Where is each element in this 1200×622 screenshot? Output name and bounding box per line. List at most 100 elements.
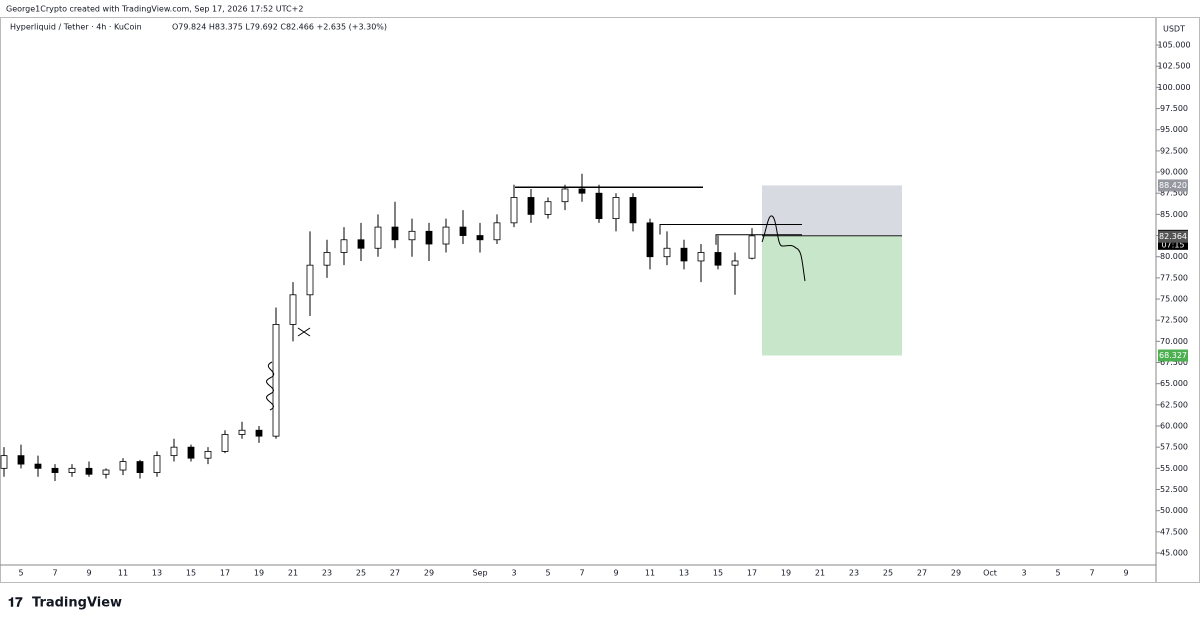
y-tick-label: 55.000 [1160, 464, 1188, 473]
x-tick-label: 5 [545, 569, 550, 578]
x-tick-label: 5 [1055, 569, 1060, 578]
price-label: 82.364 [1159, 232, 1187, 241]
x-tick-label: 7 [579, 569, 584, 578]
ohlc-text: O79.824 H83.375 L79.692 C82.466 +2.635 (… [172, 23, 387, 32]
x-tick-label: Oct [983, 569, 997, 578]
candle-body [306, 264, 314, 296]
y-tick-label: 105.000 [1157, 41, 1190, 50]
y-tick-label: 70.000 [1160, 337, 1188, 346]
candle-body [102, 469, 110, 475]
candle-body [170, 446, 178, 457]
x-tick-label: 9 [1123, 569, 1128, 578]
x-tick-label: 17 [220, 569, 230, 578]
candle-body [731, 260, 739, 266]
candle-body [272, 324, 280, 437]
candle-body [85, 467, 93, 475]
y-tick-label: 52.500 [1160, 485, 1188, 494]
x-tick-label: 21 [288, 569, 298, 578]
candle-body [748, 235, 756, 259]
x-tick-label: 27 [390, 569, 400, 578]
y-tick-label: 77.500 [1160, 273, 1188, 282]
y-tick-label: 65.000 [1160, 379, 1188, 388]
candle-body [323, 252, 331, 266]
candle-body [68, 467, 76, 473]
candle-body [425, 230, 433, 245]
y-tick-label: 92.500 [1160, 146, 1188, 155]
y-tick-label: 85.000 [1160, 210, 1188, 219]
x-tick-label: 13 [679, 569, 689, 578]
y-tick-label: 80.000 [1160, 252, 1188, 261]
level-line [715, 234, 802, 245]
candle-body [17, 455, 25, 465]
candle-body [510, 197, 518, 224]
x-tick-label: Sep [472, 569, 487, 578]
marks-layer [0, 173, 802, 482]
x-tick-label: 3 [511, 569, 516, 578]
countdown: 07:15 [1161, 240, 1184, 249]
x-tick-label: 11 [118, 569, 128, 578]
y-tick-label: 95.000 [1160, 125, 1188, 134]
candle-body [153, 455, 161, 473]
y-tick-label: 50.000 [1160, 506, 1188, 515]
x-tick-label: 9 [613, 569, 618, 578]
x-tick-label: 29 [951, 569, 961, 578]
candle-body [51, 467, 59, 473]
y-tick-label: 100.000 [1157, 83, 1190, 92]
y-tick-label: 57.500 [1160, 443, 1188, 452]
candle-body [493, 222, 501, 241]
drawing-cross [297, 327, 311, 337]
candle-body [442, 226, 450, 245]
candle-body [255, 429, 263, 437]
candle-body [0, 455, 8, 469]
level-line [659, 224, 802, 235]
candle-body [663, 247, 671, 258]
price-label-box [1158, 230, 1188, 243]
x-tick-label: 7 [52, 569, 57, 578]
y-tick-label: 60.000 [1160, 422, 1188, 431]
x-tick-label: 23 [322, 569, 332, 578]
price-label: 88.420 [1159, 181, 1187, 190]
candle-body [646, 222, 654, 258]
x-tick-label: 7 [1089, 569, 1094, 578]
x-tick-label: 5 [18, 569, 23, 578]
y-tick-label: 90.000 [1160, 168, 1188, 177]
candle-body [204, 451, 212, 459]
header: George1Crypto created with TradingView.c… [6, 5, 303, 14]
candle-body [578, 188, 586, 194]
candle-body [374, 226, 382, 249]
footer-logo: 𝟏𝟕 TradingView [8, 596, 122, 611]
x-tick-label: 23 [849, 569, 859, 578]
y-tick-label: 102.500 [1157, 62, 1190, 71]
x-tick-label: 19 [254, 569, 264, 578]
price-label: 68.327 [1159, 351, 1187, 360]
candle-body [612, 197, 620, 220]
y-tick-label: 62.500 [1160, 400, 1188, 409]
price-label-box [1158, 179, 1188, 192]
y-tick-label: 67.500 [1160, 358, 1188, 367]
x-tick-label: 15 [186, 569, 196, 578]
logo-mark: 𝟏𝟕 [8, 596, 23, 611]
x-tick-label: 3 [1021, 569, 1026, 578]
x-tick-label: 13 [152, 569, 162, 578]
candle-body [408, 230, 416, 241]
candle-body [340, 239, 348, 253]
x-tick-label: 19 [781, 569, 791, 578]
y-tick-label: 47.500 [1160, 527, 1188, 536]
candle-body [459, 226, 467, 236]
candle-body [680, 247, 688, 262]
candle-body [238, 429, 246, 435]
stop-zone [762, 185, 902, 236]
x-tick-label: 17 [747, 569, 757, 578]
x-tick-label: 29 [424, 569, 434, 578]
candle-body [527, 197, 535, 215]
candle-body [221, 434, 229, 452]
drawing-squiggle [266, 361, 275, 411]
candle-body [714, 252, 722, 266]
y-tick-label: 72.500 [1160, 316, 1188, 325]
x-tick-label: 25 [356, 569, 366, 578]
x-tick-label: 15 [713, 569, 723, 578]
y-unit: USDT [1163, 25, 1185, 34]
frame [0, 17, 1200, 583]
